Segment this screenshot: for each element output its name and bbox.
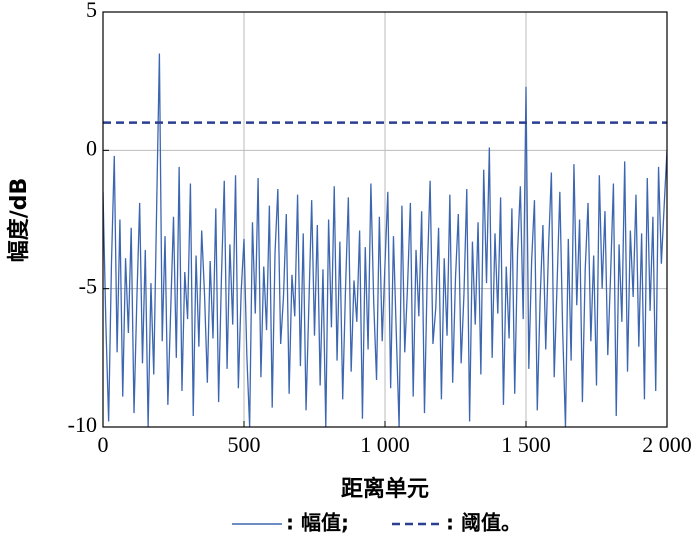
plot-area (103, 53, 667, 427)
x-tick-label: 2 000 (642, 432, 692, 457)
y-tick-label: 5 (86, 0, 97, 22)
x-tick-label: 500 (228, 432, 261, 457)
amplitude-line (103, 53, 667, 427)
x-axis-label: 距离单元 (341, 476, 429, 502)
x-tick-label: 0 (98, 432, 109, 457)
legend: : 幅值; : 阈值。 (232, 511, 521, 535)
legend-label: : 幅值; (286, 511, 349, 535)
y-tick-label: -10 (68, 412, 97, 437)
y-tick-label: -5 (79, 274, 97, 299)
x-tick-label: 1 500 (501, 432, 551, 457)
x-tick-label: 1 000 (360, 432, 410, 457)
y-axis-label: 幅度/dB (6, 178, 32, 263)
ticks: 0 500 1 000 1 500 2 000 -10 -5 0 5 (68, 0, 692, 457)
y-tick-label: 0 (86, 135, 97, 160)
legend-label: : 阈值。 (446, 511, 521, 535)
